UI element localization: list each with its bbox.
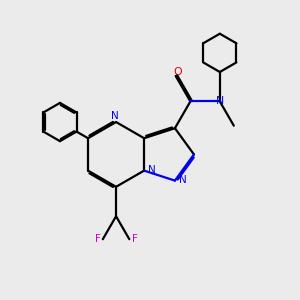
Text: N: N	[111, 111, 119, 121]
Text: N: N	[148, 165, 156, 175]
Text: O: O	[174, 68, 182, 77]
Text: F: F	[132, 234, 137, 244]
Text: N: N	[216, 96, 224, 106]
Text: F: F	[94, 234, 100, 244]
Text: N: N	[179, 175, 187, 185]
